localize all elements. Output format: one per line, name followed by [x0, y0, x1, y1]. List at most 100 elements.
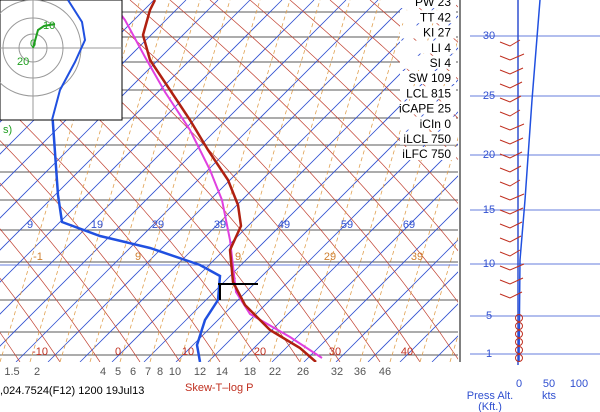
- index-text: iCAPE 25: [399, 102, 451, 116]
- isotherm-line: [367, 271, 458, 362]
- mixing-ratio-label: 4: [100, 366, 106, 378]
- hodograph-label: 0: [30, 38, 36, 50]
- mixing-ratio-line: [179, 0, 291, 362]
- index-text: iLCL 750: [403, 132, 451, 146]
- isotherm-label: 9: [235, 251, 241, 263]
- wind-barb: [499, 137, 524, 145]
- wind-axis-label: 100: [570, 378, 588, 390]
- wind-barb: [499, 249, 521, 257]
- mixing-ratio-label: 12: [194, 366, 206, 378]
- isotherm-line: [175, 79, 458, 362]
- calm-marker: [515, 330, 523, 338]
- dry-adiabat: [129, 0, 458, 360]
- mixing-ratio-line: [119, 0, 231, 362]
- isotherm-label: 69: [403, 219, 415, 231]
- footer-run: ,024.7524(F12) 1200 19Jul13: [0, 385, 144, 397]
- index-text: LI 4: [431, 41, 451, 55]
- isotherm-label: -10: [32, 346, 48, 358]
- dry-adiabat: [329, 0, 458, 119]
- dry-adiabat: [490, 0, 600, 362]
- index-bg: [400, 40, 456, 54]
- footer-diagram-name: Skew-T–log P: [185, 382, 253, 394]
- wind-barb: [499, 291, 523, 299]
- dry-adiabat: [89, 0, 421, 362]
- index-text: SI 4: [430, 56, 452, 70]
- index-bg: [400, 147, 456, 160]
- wind-barb: [499, 95, 522, 103]
- mixing-ratio-label: 18: [244, 366, 256, 378]
- isotherm-line: [496, 0, 600, 362]
- wind-barb: [499, 235, 522, 243]
- index-text: SW 109: [408, 71, 451, 85]
- mixing-ratio-line: [449, 334, 458, 362]
- isotherm-label: 40: [401, 346, 413, 358]
- isotherm-line: [335, 239, 458, 362]
- isotherm-label: 10: [182, 346, 194, 358]
- isotherm-line: [271, 175, 458, 362]
- isotherm-label: 39: [214, 219, 226, 231]
- mixing-ratio-label: 22: [269, 366, 281, 378]
- isotherm-label: 29: [324, 251, 336, 263]
- mixing-ratio-label: 7: [145, 366, 151, 378]
- temperature-trace: [141, 0, 317, 362]
- mixing-ratio-line: [269, 0, 381, 362]
- hodograph: [0, 0, 123, 121]
- mixing-ratio-label: 36: [354, 366, 366, 378]
- calm-marker: [515, 354, 523, 362]
- dry-adiabat: [289, 0, 458, 160]
- index-text: PW 23: [415, 0, 451, 9]
- isotherm-label: 19: [91, 219, 103, 231]
- mixing-ratio-label: 5: [115, 366, 121, 378]
- isotherm-line: [0, 0, 283, 283]
- index-text: LCL 815: [406, 86, 451, 100]
- wind-barb: [499, 263, 525, 271]
- mixing-ratio-label: 10: [169, 366, 181, 378]
- index-bg: [400, 101, 456, 115]
- height-axis-title: Press Alt.: [467, 390, 513, 402]
- mixing-ratio-line: [89, 0, 201, 362]
- wind-panel: [470, 0, 600, 365]
- index-text: iCIn 0: [420, 117, 452, 131]
- dry-adiabat: [0, 228, 101, 362]
- isotherm-line: [464, 0, 600, 362]
- mixing-ratio-label: 8: [157, 366, 163, 378]
- index-text: KI 27: [423, 26, 451, 40]
- index-bg: [400, 55, 456, 69]
- index-text: iLFC 750: [402, 147, 451, 161]
- height-label: 5: [486, 310, 492, 322]
- index-bg: [400, 10, 456, 24]
- dry-adiabat: [0, 277, 61, 362]
- wind-barb: [499, 207, 524, 215]
- height-label: 25: [483, 90, 495, 102]
- wind-barb: [499, 109, 521, 117]
- height-label: 20: [483, 149, 495, 161]
- dry-adiabat: [0, 99, 221, 362]
- index-bg: [400, 0, 456, 8]
- dry-adiabat: [530, 0, 600, 362]
- dry-adiabat: [249, 0, 458, 204]
- isotherm-line: [0, 0, 347, 347]
- hodograph-label: 20: [17, 56, 29, 68]
- mixing-ratio-label: 26: [297, 366, 309, 378]
- isotherm-label: 0: [115, 346, 121, 358]
- height-label: 30: [483, 30, 495, 42]
- height-label: 15: [483, 204, 495, 216]
- isotherm-label: 49: [278, 219, 290, 231]
- isotherm-line: [239, 143, 458, 362]
- calm-marker: [515, 346, 523, 354]
- height-label: 10: [483, 258, 495, 270]
- isotherm-label: 9: [27, 219, 33, 231]
- mixing-ratio-label: 6: [130, 366, 136, 378]
- wind-barb: [499, 277, 524, 285]
- isotherm-line: [0, 0, 251, 251]
- height-label: 1: [486, 348, 492, 360]
- isotherm-label: 30: [329, 346, 341, 358]
- mixing-ratio-line: [209, 0, 321, 362]
- mixing-ratio-label: 2: [34, 366, 40, 378]
- hodograph-label: s): [3, 124, 12, 136]
- mixing-ratio-label: 14: [216, 366, 228, 378]
- isotherm-label: 29: [152, 219, 164, 231]
- isotherm-line: [528, 0, 600, 362]
- isotherm-label: 59: [341, 219, 353, 231]
